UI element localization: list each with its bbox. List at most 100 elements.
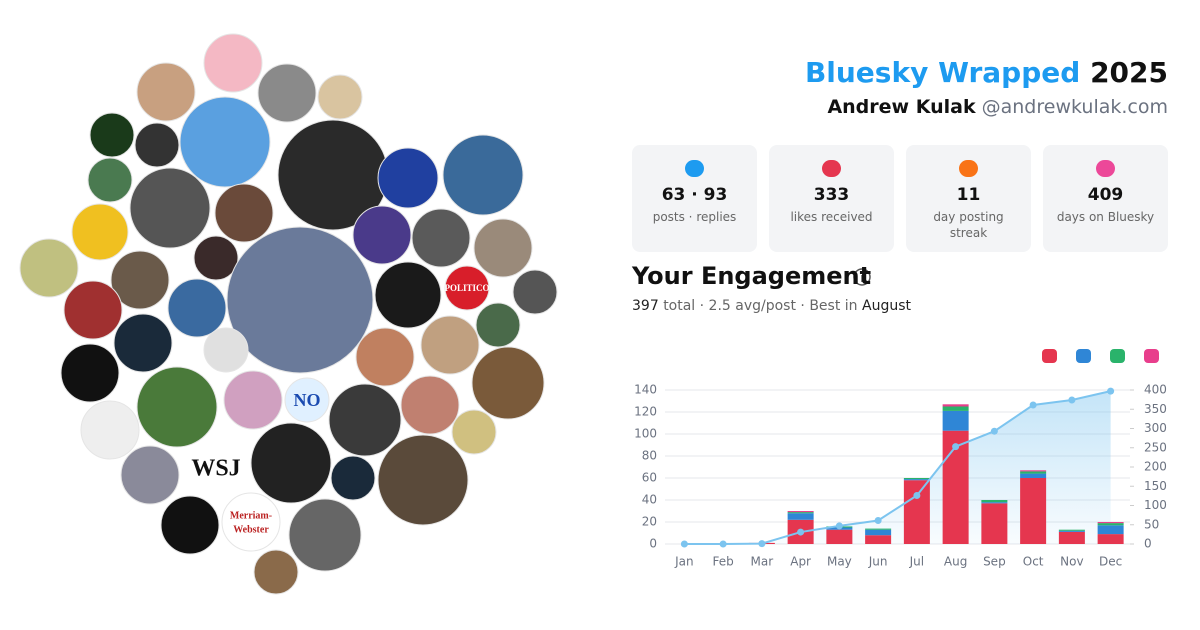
avatar <box>377 434 469 526</box>
bar-segment <box>1020 471 1047 474</box>
bar-segment <box>942 406 969 411</box>
avatar <box>420 315 480 375</box>
stat-card: 409 days on Bluesky <box>1043 145 1168 252</box>
avatar-collage: WSJ POLITICO Merriam- Webster NO <box>19 33 558 595</box>
chart: 0 20 40 60 80 100 120 140 0 50 100 150 200 250 300 350 4… <box>634 383 1167 569</box>
stat-card: 333 likes received <box>769 145 894 252</box>
y-tick-label: 20 <box>642 515 657 529</box>
x-tick-label: Nov <box>1060 555 1083 569</box>
area <box>684 391 1111 544</box>
bar-segment <box>903 480 930 544</box>
avatar <box>89 112 135 158</box>
line-point <box>797 528 805 536</box>
y-tick-label: 0 <box>649 537 657 551</box>
x-tick-label: Jul <box>909 555 924 569</box>
x-tick-label: Mar <box>751 555 774 569</box>
line-point <box>990 427 998 435</box>
bar-segment <box>787 513 814 520</box>
stat-card: 11 day posting streak <box>906 145 1031 252</box>
bar-segment <box>1058 529 1085 531</box>
stat-icon <box>1096 160 1115 177</box>
y2-tick-label: 100 <box>1144 498 1167 512</box>
summary: 397 total · 2.5 avg/post · Best in Augus… <box>632 298 911 314</box>
y2-tick-label: 0 <box>1144 537 1152 551</box>
y2-tick-label: 400 <box>1144 383 1167 397</box>
bar-segment <box>981 502 1008 504</box>
avatar-text: Webster <box>233 524 269 535</box>
line-point <box>835 522 843 530</box>
line-point <box>874 517 882 525</box>
avatar <box>284 377 330 423</box>
y-tick-label: 140 <box>634 383 657 397</box>
x-tick-label: Jun <box>868 555 888 569</box>
section-title: Your Engagement <box>632 262 872 290</box>
avatar <box>352 205 412 265</box>
avatar <box>444 265 490 311</box>
avatar <box>512 269 558 315</box>
avatar <box>193 235 239 281</box>
avatar <box>87 157 133 203</box>
stat-label: posts · replies <box>652 210 737 224</box>
line-point <box>719 540 727 548</box>
line-point <box>1029 401 1037 409</box>
x-tick-label: Dec <box>1099 555 1122 569</box>
bar-segment <box>1097 523 1124 526</box>
y-tick-label: 100 <box>634 427 657 441</box>
y2-tick-label: 200 <box>1144 460 1167 474</box>
avatar <box>203 327 249 373</box>
stat-value: 11 <box>956 185 981 205</box>
avatar <box>355 327 415 387</box>
bar-segment <box>1058 530 1085 532</box>
avatar <box>317 74 363 120</box>
x-tick-label: Oct <box>1023 555 1044 569</box>
bar-segment <box>981 500 1008 503</box>
legend-icon[interactable] <box>1042 349 1057 363</box>
avatar <box>451 409 497 455</box>
avatar <box>80 400 140 460</box>
user-handle: @andrewkulak.com <box>981 96 1168 118</box>
avatar <box>214 183 274 243</box>
bar-segment <box>1020 478 1047 544</box>
y2-tick-label: 300 <box>1144 421 1167 435</box>
avatar <box>328 383 402 457</box>
y-tick-label: 120 <box>634 405 657 419</box>
year: 2025 <box>1090 56 1168 89</box>
legend-icon[interactable] <box>1110 349 1125 363</box>
x-tick-label: Apr <box>790 555 811 569</box>
bar-segment <box>981 503 1008 544</box>
avatar <box>136 366 218 448</box>
title-text: Bluesky Wrapped <box>804 56 1081 89</box>
stat-label: day posting streak <box>933 210 1004 240</box>
line-point <box>952 443 960 451</box>
avatar <box>167 278 227 338</box>
stat-value: 63 · 93 <box>661 185 728 205</box>
avatar <box>257 63 317 123</box>
summary-text: total · 2.5 avg/post · Best in <box>663 298 858 314</box>
avatar <box>203 33 263 93</box>
avatar <box>134 122 180 168</box>
avatar <box>129 167 211 249</box>
legend <box>1042 349 1159 363</box>
legend-icon[interactable] <box>1144 349 1159 363</box>
avatar-text: POLITICO <box>444 283 489 293</box>
stat-icon <box>959 160 978 177</box>
bar-segment <box>826 529 853 544</box>
stat-label: days on Bluesky <box>1056 210 1155 224</box>
avatar <box>411 208 471 268</box>
info-icon[interactable] <box>853 268 871 286</box>
legend-icon[interactable] <box>1076 349 1091 363</box>
avatar-text: WSJ <box>191 456 240 482</box>
bar-segment <box>1097 525 1124 535</box>
bar-segment <box>865 535 892 544</box>
avatar <box>63 280 123 340</box>
stat-icon <box>685 160 704 177</box>
title: Bluesky Wrapped 2025 <box>805 56 1168 89</box>
avatar <box>60 343 120 403</box>
avatar <box>19 238 79 298</box>
x-tick-label: May <box>827 555 852 569</box>
y2-tick-label: 50 <box>1144 517 1159 531</box>
y2-tick-label: 350 <box>1144 402 1167 416</box>
stat-value: 333 <box>813 185 850 205</box>
avatar <box>253 549 299 595</box>
